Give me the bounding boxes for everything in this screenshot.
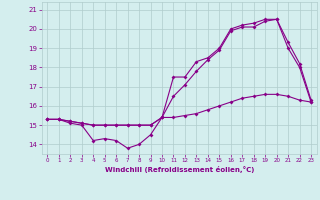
X-axis label: Windchill (Refroidissement éolien,°C): Windchill (Refroidissement éolien,°C) xyxy=(105,166,254,173)
